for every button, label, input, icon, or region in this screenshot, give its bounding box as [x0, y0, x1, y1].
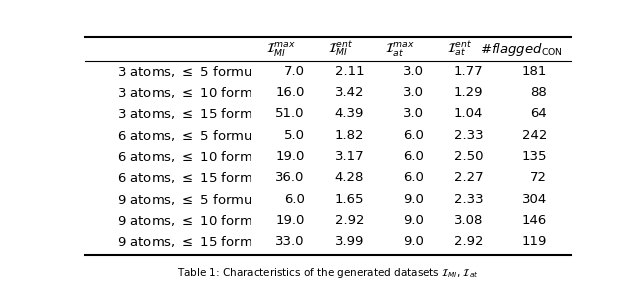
Text: Table 1: Characteristics of the generated datasets $\mathcal{I}_{MI}$, $\mathcal: Table 1: Characteristics of the generate…	[177, 266, 479, 280]
